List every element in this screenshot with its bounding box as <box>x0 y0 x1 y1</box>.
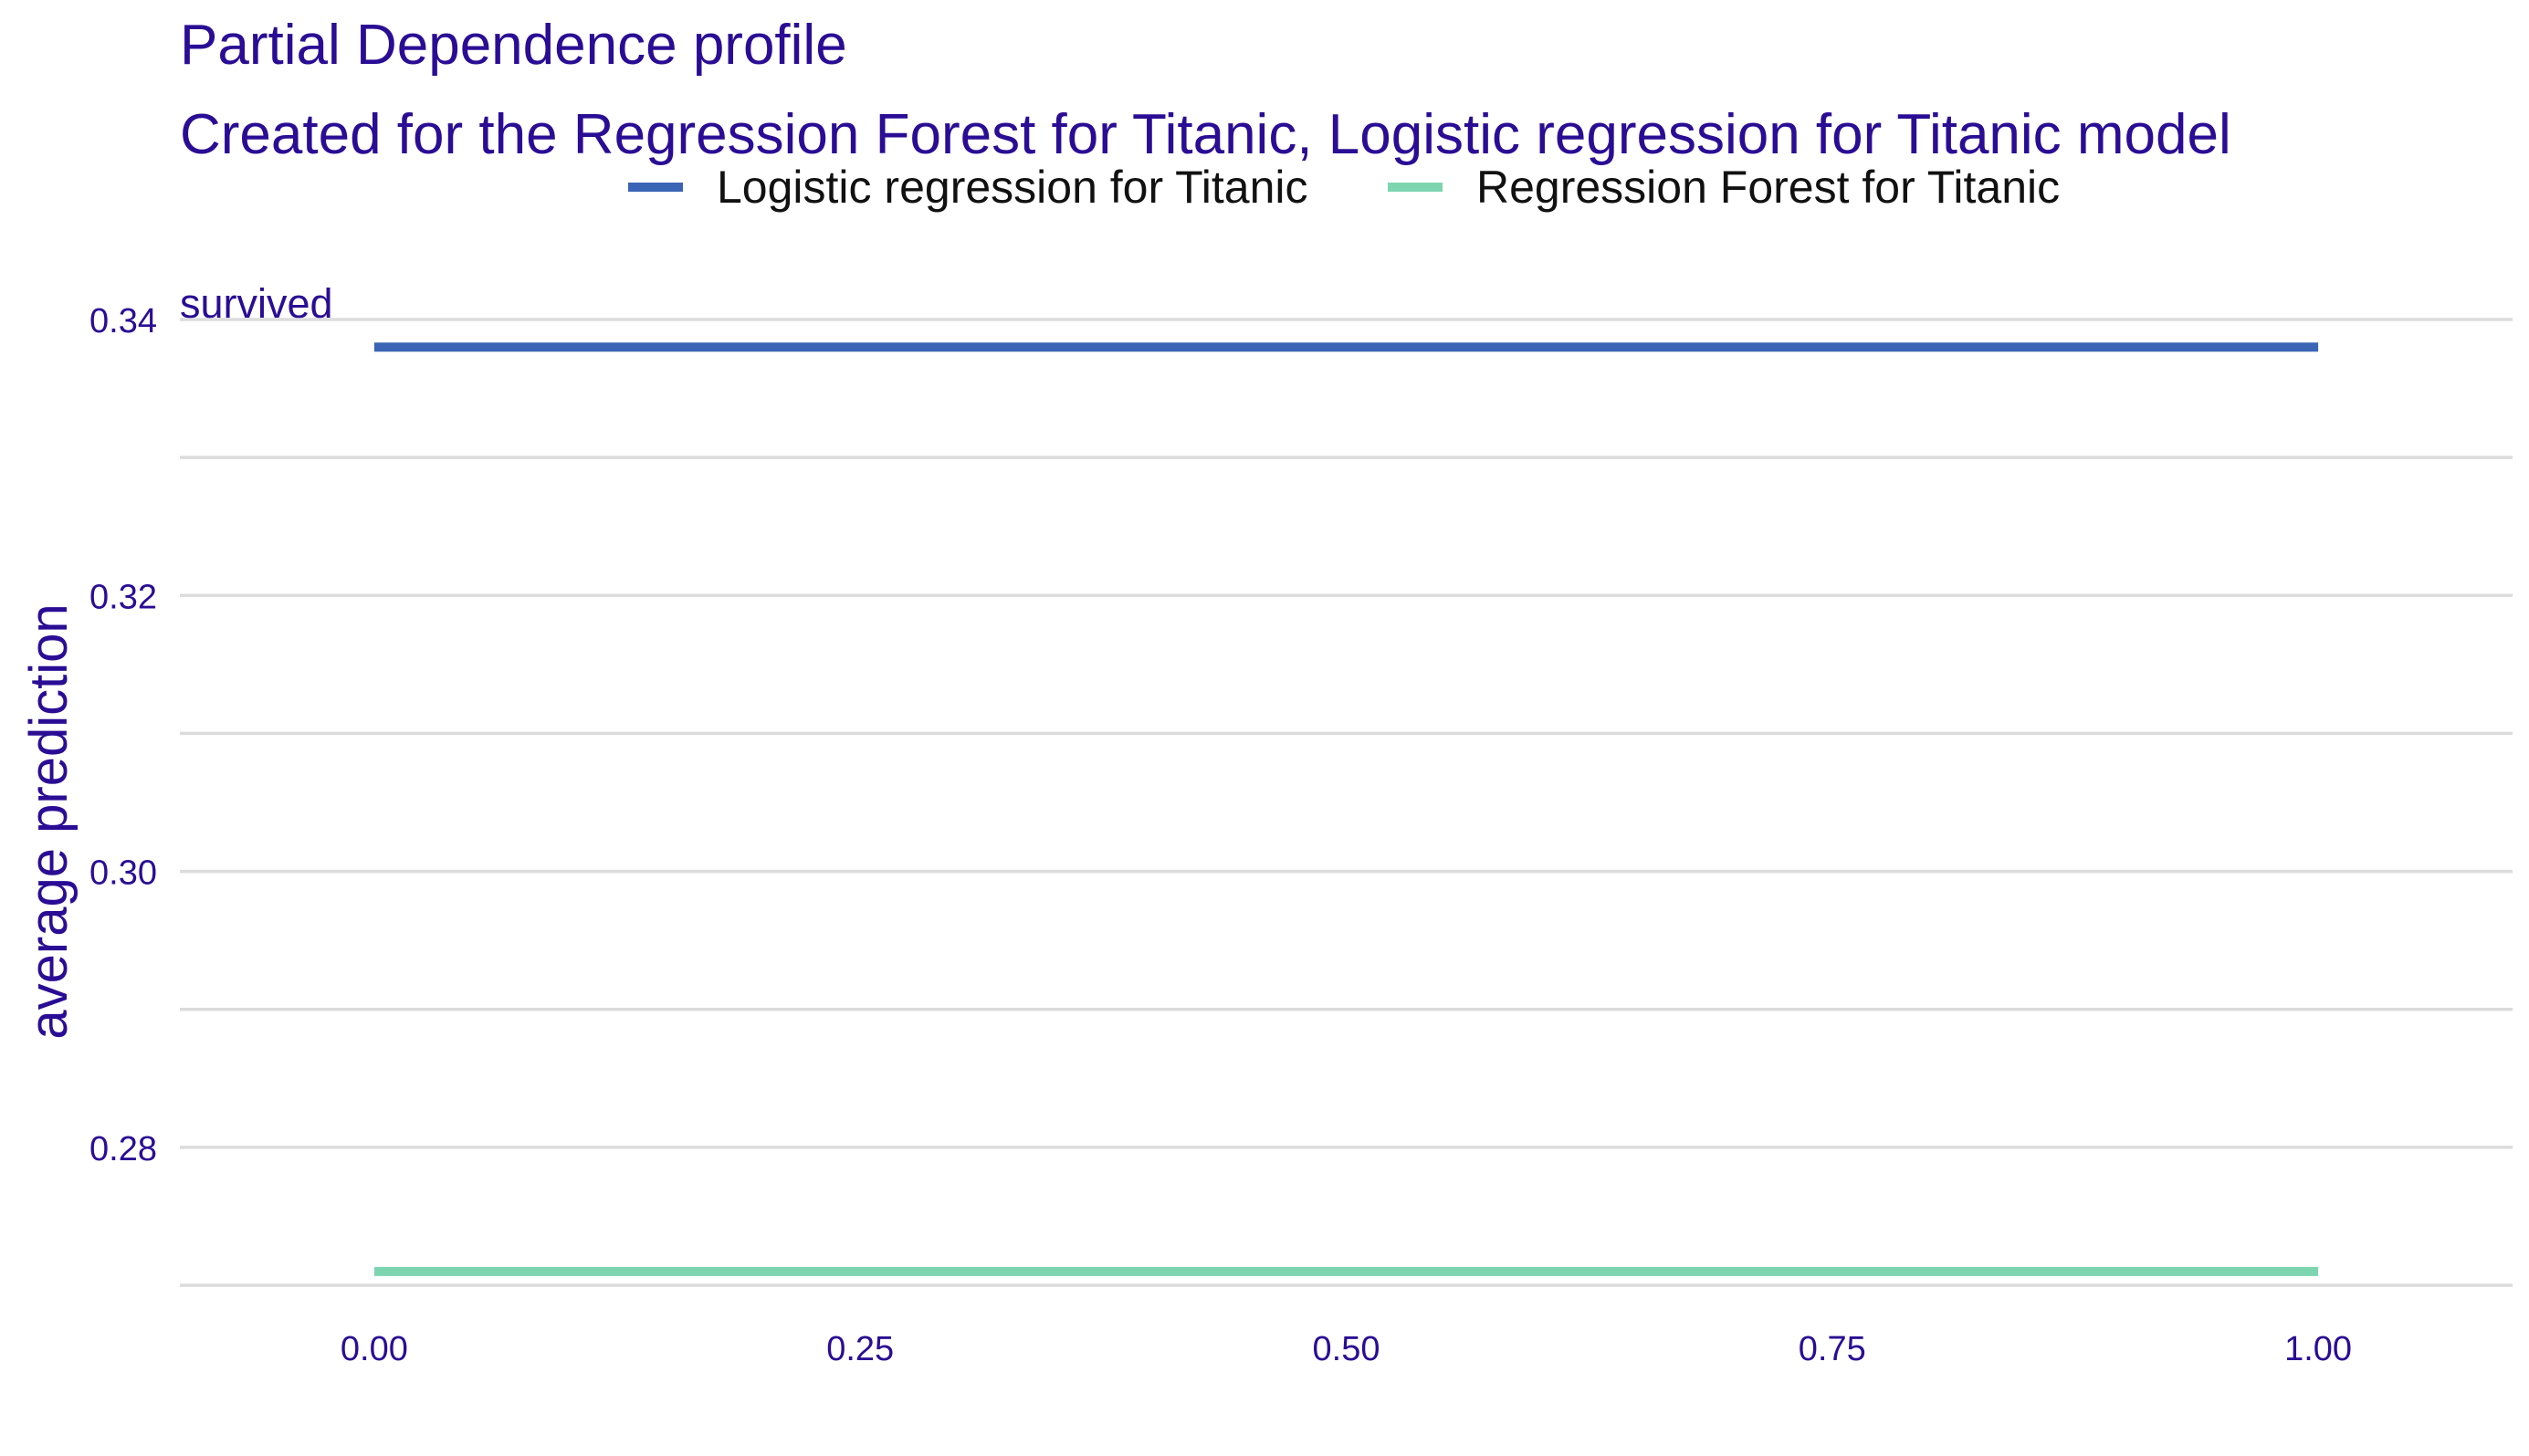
legend-label-1: Logistic regression for Titanic <box>717 162 1308 213</box>
legend: Logistic regression for Titanic Regressio… <box>628 162 2060 213</box>
x-tick-label: 0.25 <box>826 1330 894 1368</box>
chart-title: Partial Dependence profile <box>180 14 847 77</box>
chart-subtitle: Created for the Regression Forest for Ti… <box>180 103 2231 166</box>
x-tick-label: 0.75 <box>1799 1330 1866 1368</box>
gridlines <box>180 318 2513 1287</box>
x-tick-label: 0.00 <box>341 1330 408 1368</box>
y-tick-label: 0.34 <box>89 302 157 340</box>
legend-label-2: Regression Forest for Titanic <box>1476 162 2060 213</box>
x-axis-ticks: 0.00 0.25 0.50 0.75 1.00 <box>341 1330 2352 1368</box>
x-tick-label: 0.50 <box>1313 1330 1380 1368</box>
series-lines <box>373 342 2319 1276</box>
y-axis-label: average prediction <box>19 603 79 1039</box>
x-tick-label: 1.00 <box>2284 1330 2352 1368</box>
y-tick-label: 0.28 <box>89 1130 157 1168</box>
y-tick-label: 0.30 <box>89 854 157 893</box>
y-tick-label: 0.32 <box>89 578 157 616</box>
y-axis-ticks: 0.28 0.30 0.32 0.34 <box>89 302 157 1168</box>
